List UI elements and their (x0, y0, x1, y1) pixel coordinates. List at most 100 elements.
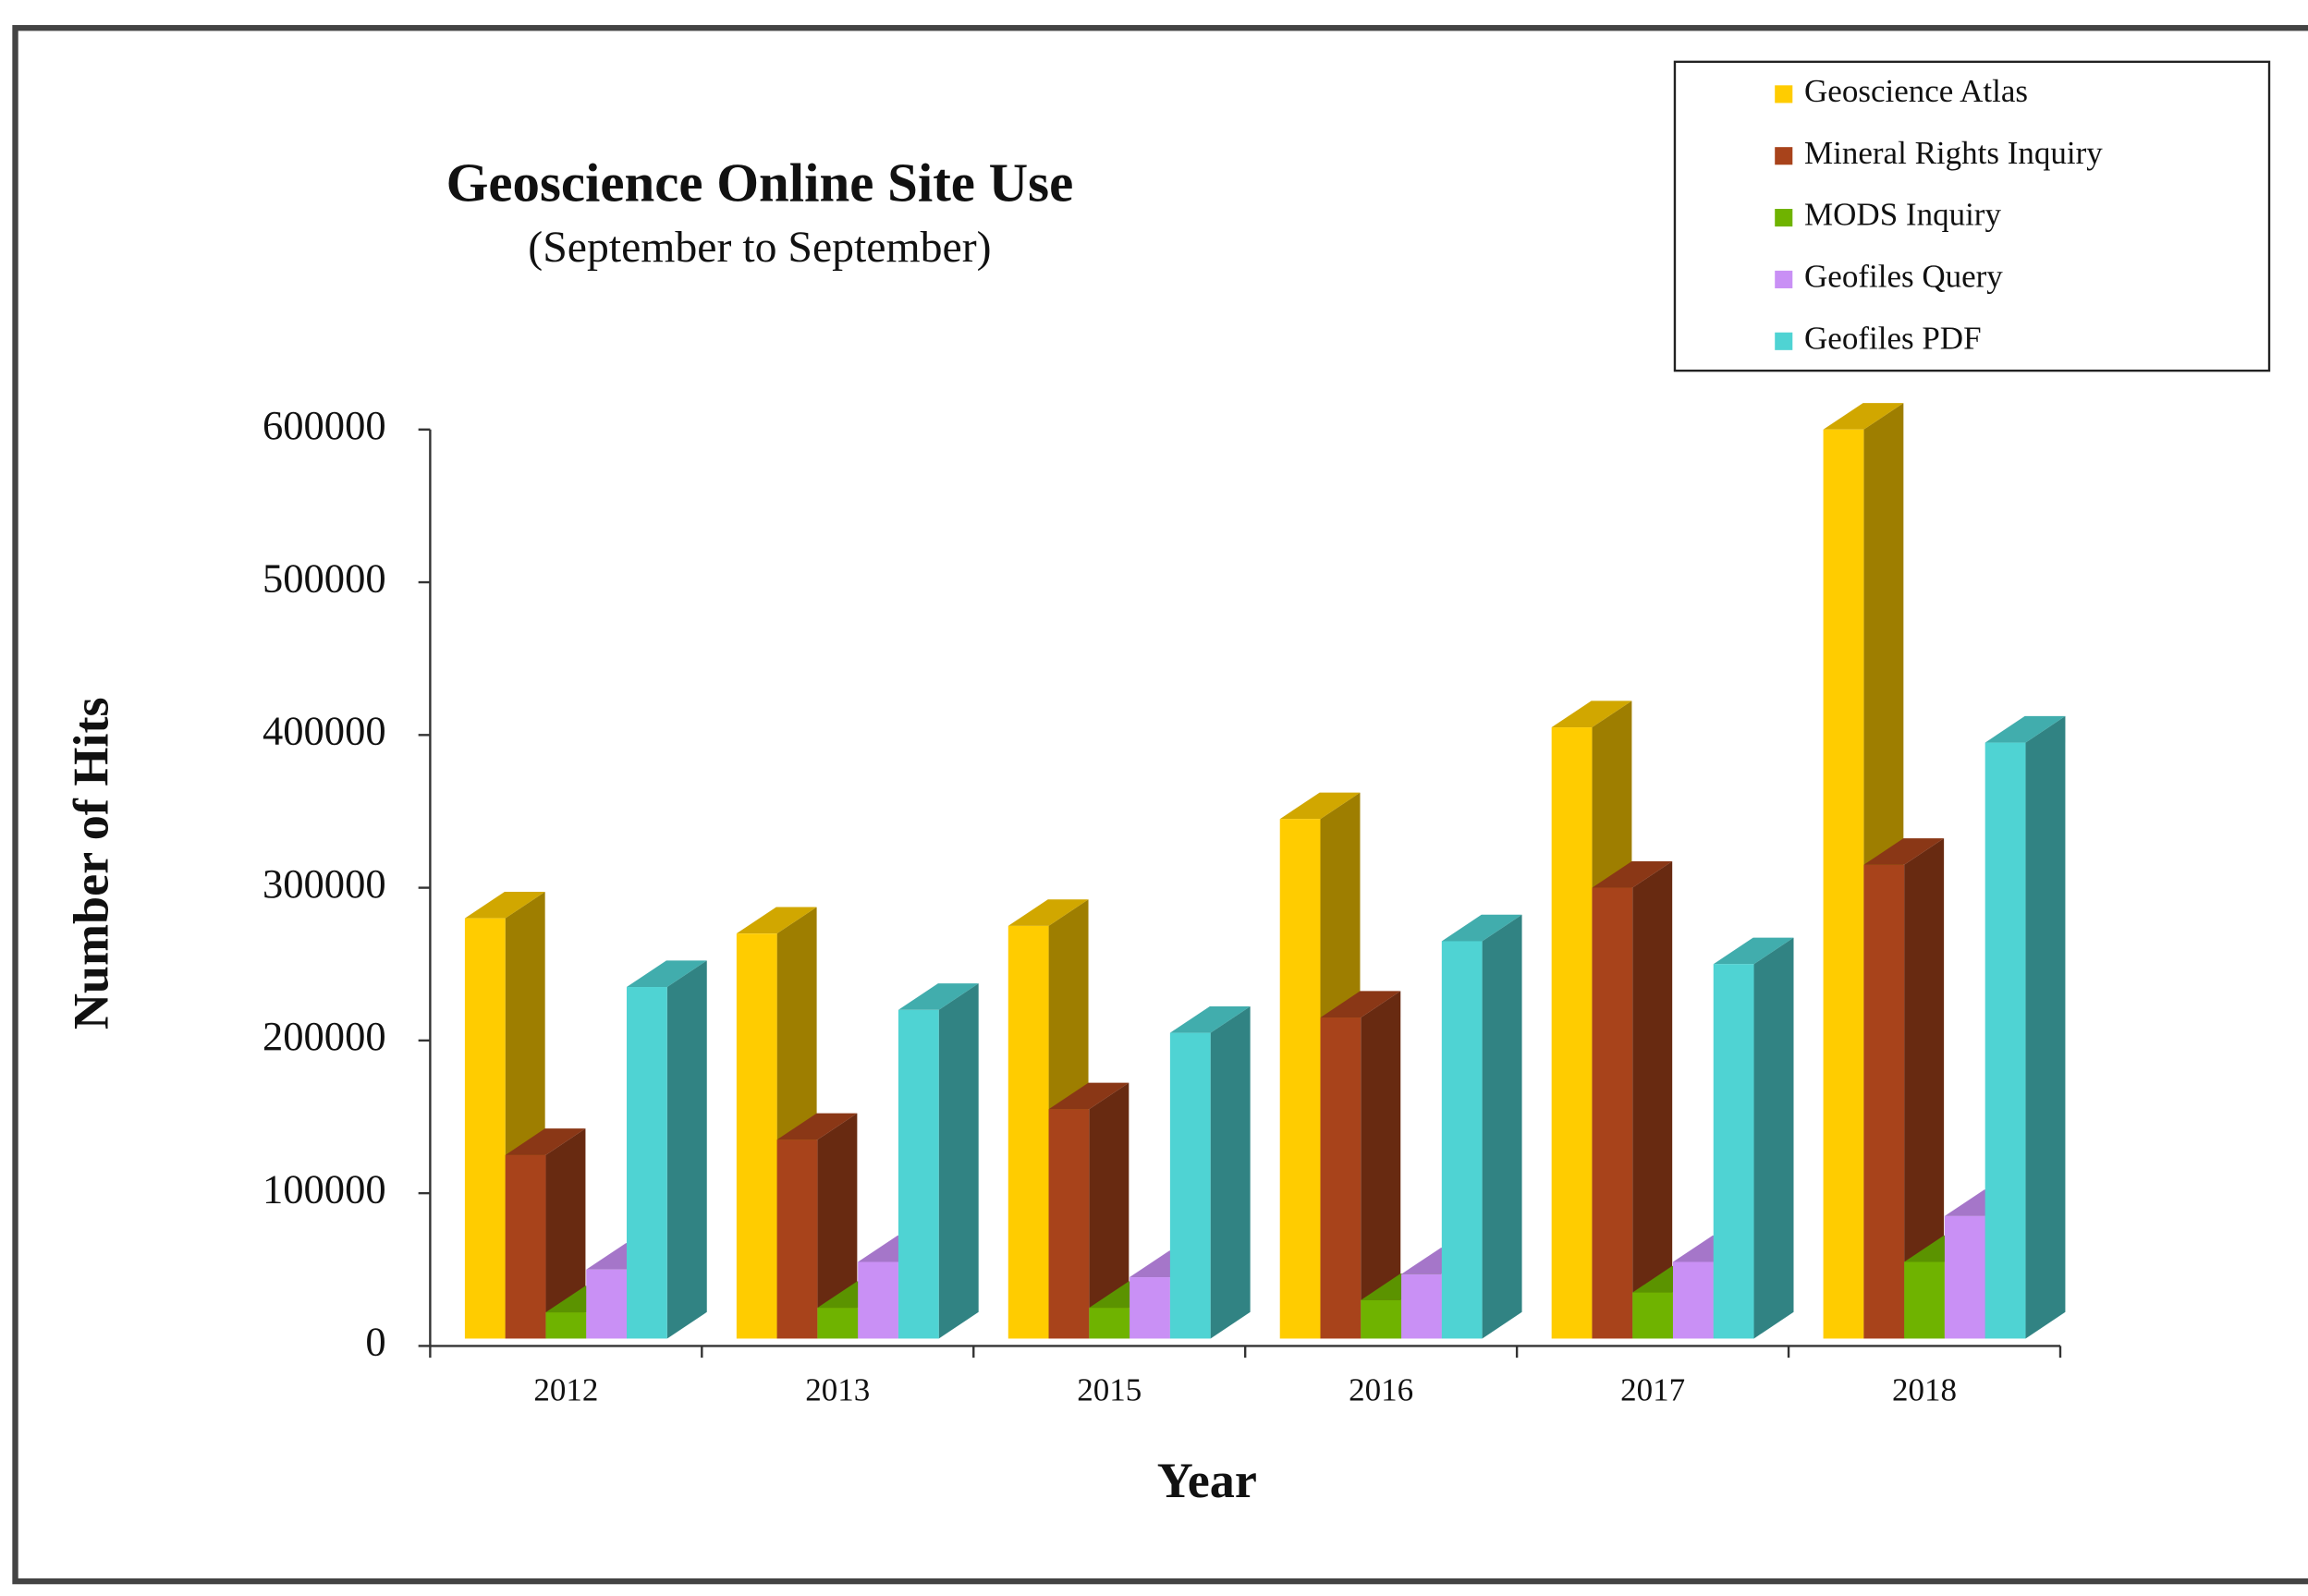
bar-front (776, 1139, 818, 1339)
legend-label: Mineral Rights Inquiry (1804, 135, 2103, 171)
x-axis-label: Year (1157, 1453, 1257, 1508)
legend-swatch (1775, 85, 1793, 104)
x-tick-label: 2013 (805, 1371, 870, 1407)
bar-top (1007, 899, 1089, 926)
bar-front (1169, 1032, 1211, 1339)
bar-front (1130, 1277, 1170, 1339)
legend-label: Geoscience Atlas (1804, 73, 2028, 109)
bar-front (1089, 1308, 1130, 1339)
y-tick-label: 0 (365, 1319, 385, 1365)
bar-front (1551, 727, 1593, 1339)
bar-side (1482, 914, 1522, 1339)
frame (12, 25, 2308, 1585)
bar-side (1904, 838, 1945, 1339)
bar-top (1441, 914, 1522, 942)
bar (505, 1128, 586, 1339)
bar-top (736, 907, 817, 934)
bar-top (1863, 838, 1945, 865)
bar-front (1279, 819, 1321, 1339)
bar-side (2025, 715, 2066, 1339)
x-tick-label: 2016 (1349, 1371, 1413, 1407)
bar (1441, 914, 1522, 1339)
y-tick-label: 200000 (263, 1013, 386, 1059)
bar-top (464, 891, 545, 919)
bar (1863, 838, 1945, 1339)
bar (1592, 860, 1673, 1339)
bar (1713, 937, 1794, 1339)
bar (1984, 715, 2066, 1339)
x-tick-label: 2012 (533, 1371, 598, 1407)
y-tick-label: 600000 (263, 402, 386, 448)
bar-front (1361, 1299, 1402, 1339)
bar (776, 1113, 858, 1339)
bar (1048, 1082, 1130, 1339)
bar-front (1592, 887, 1633, 1339)
y-axis-label: Number of Hits (63, 697, 118, 1029)
y-tick-label: 500000 (263, 554, 386, 601)
bar-front (1672, 1261, 1714, 1339)
x-tick-label: 2018 (1892, 1371, 1957, 1407)
bar-top (1048, 1082, 1130, 1110)
bar-front (858, 1261, 898, 1339)
bar-top (776, 1113, 858, 1140)
bar-front (1007, 925, 1049, 1339)
bar-front (586, 1269, 628, 1339)
bar-side (545, 1128, 586, 1339)
legend-box (1673, 60, 2271, 372)
bar-front (545, 1312, 587, 1339)
legend-label: MODS Inquiry (1804, 197, 2001, 233)
bar-front (817, 1308, 859, 1339)
y-tick-label: 400000 (263, 708, 386, 754)
bar (1320, 991, 1401, 1339)
bar-front (898, 1009, 939, 1339)
bar-side (666, 960, 707, 1339)
bar-front (627, 987, 667, 1339)
bar (627, 960, 707, 1339)
bar-top (1713, 937, 1794, 965)
x-tick-label: 2017 (1620, 1371, 1685, 1407)
bar-front (1048, 1109, 1090, 1339)
bar-side (1089, 1082, 1130, 1339)
bar-top (505, 1128, 586, 1155)
legend-label: Geofiles PDF (1804, 320, 1982, 356)
bar-side (938, 983, 979, 1339)
bar-front (1904, 1261, 1945, 1339)
bar-top (1279, 792, 1361, 820)
legend-swatch (1775, 147, 1793, 165)
y-tick-label: 300000 (263, 860, 386, 907)
legend-label: Geofiles Query (1804, 258, 2003, 294)
bar-front (1632, 1292, 1673, 1339)
bar-top (627, 960, 707, 988)
bar-top (898, 983, 979, 1010)
bar-top (1169, 1005, 1251, 1033)
bar-top (1320, 991, 1401, 1018)
bar-top (1823, 403, 1904, 430)
bar-top (1551, 701, 1632, 728)
bar-front (505, 1154, 546, 1339)
bar-front (1320, 1017, 1362, 1339)
bar-front (1441, 941, 1483, 1339)
chart-subtitle: (September to September) (528, 223, 991, 272)
bar-front (1823, 429, 1864, 1339)
bar-side (1361, 991, 1401, 1339)
bar-side (1210, 1005, 1251, 1339)
legend-swatch (1775, 209, 1793, 227)
bar-front (1984, 742, 2026, 1339)
x-tick-label: 2015 (1077, 1371, 1142, 1407)
bar-side (817, 1113, 858, 1339)
bar (1169, 1005, 1251, 1339)
bar-front (1863, 864, 1905, 1339)
bar-front (464, 918, 506, 1339)
bar-front (736, 933, 777, 1339)
legend-swatch (1775, 270, 1793, 288)
legend-swatch (1775, 332, 1793, 350)
bar-front (1944, 1215, 1985, 1339)
bar (898, 983, 979, 1339)
chart-title: Geoscience Online Site Use (446, 152, 1074, 213)
bar-side (1753, 937, 1794, 1339)
bar-front (1713, 964, 1754, 1339)
bar-top (1984, 715, 2066, 743)
bar-side (1632, 860, 1673, 1339)
